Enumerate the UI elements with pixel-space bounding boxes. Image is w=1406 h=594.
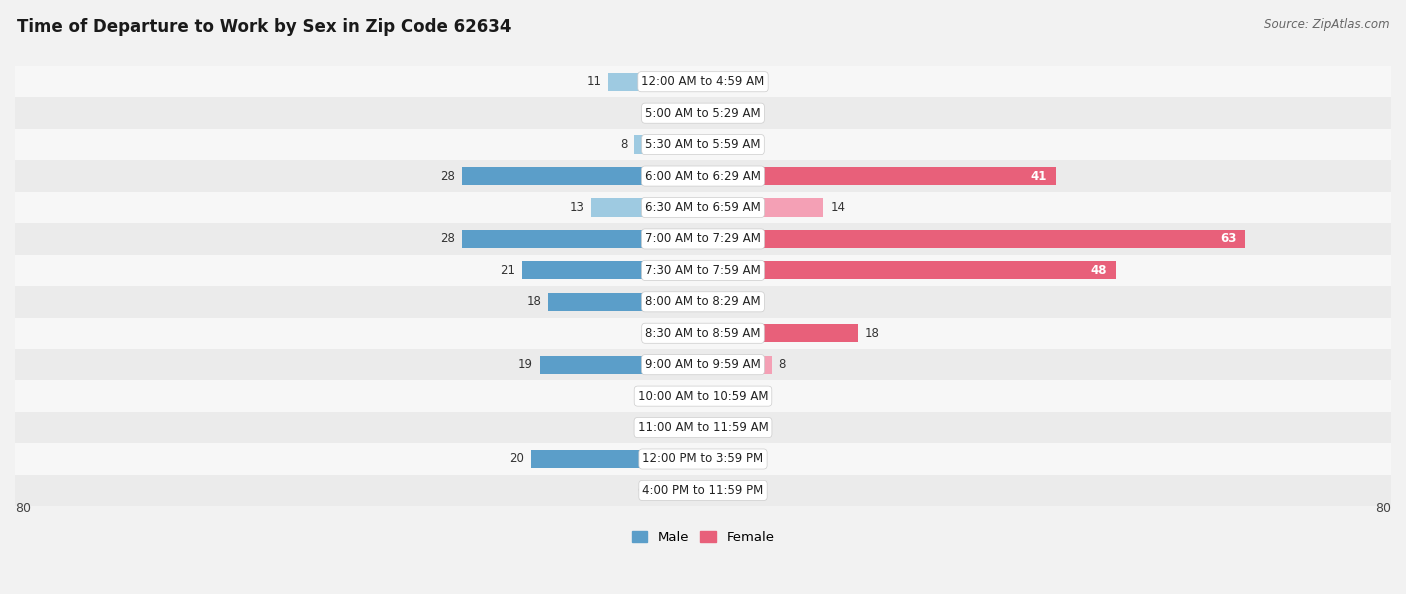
Text: 13: 13	[569, 201, 585, 214]
Text: 80: 80	[1375, 502, 1391, 515]
Bar	[548, 293, 703, 311]
Text: 5: 5	[752, 295, 761, 308]
Text: 6:30 AM to 6:59 AM: 6:30 AM to 6:59 AM	[645, 201, 761, 214]
Text: Source: ZipAtlas.com: Source: ZipAtlas.com	[1264, 18, 1389, 31]
Text: 12:00 PM to 3:59 PM: 12:00 PM to 3:59 PM	[643, 453, 763, 466]
Text: 8:30 AM to 8:59 AM: 8:30 AM to 8:59 AM	[645, 327, 761, 340]
Text: 19: 19	[517, 358, 533, 371]
Text: 11: 11	[586, 75, 602, 89]
Bar	[463, 167, 703, 185]
Legend: Male, Female: Male, Female	[626, 526, 780, 549]
Text: 5: 5	[752, 138, 761, 151]
Bar	[591, 198, 703, 217]
Text: 28: 28	[440, 232, 456, 245]
Bar	[703, 104, 728, 122]
Bar	[703, 261, 1116, 280]
Bar	[609, 72, 703, 91]
Text: 63: 63	[1220, 232, 1236, 245]
Bar	[703, 167, 1056, 185]
Bar	[15, 66, 1391, 97]
Text: 0: 0	[710, 421, 717, 434]
Bar	[531, 450, 703, 468]
Text: 9:00 AM to 9:59 AM: 9:00 AM to 9:59 AM	[645, 358, 761, 371]
Text: 48: 48	[1091, 264, 1107, 277]
Text: 0: 0	[710, 390, 717, 403]
Bar	[463, 230, 703, 248]
Bar	[703, 481, 720, 500]
Text: 6:00 AM to 6:29 AM: 6:00 AM to 6:29 AM	[645, 169, 761, 182]
Bar	[703, 72, 720, 91]
Text: 2: 2	[727, 484, 734, 497]
Text: 8: 8	[620, 138, 627, 151]
Bar	[686, 104, 703, 122]
Text: 21: 21	[501, 264, 516, 277]
Bar	[15, 443, 1391, 475]
Text: 7:00 AM to 7:29 AM: 7:00 AM to 7:29 AM	[645, 232, 761, 245]
Text: 0: 0	[689, 421, 696, 434]
Bar	[651, 481, 703, 500]
Bar	[15, 160, 1391, 192]
Bar	[703, 324, 858, 342]
Bar	[15, 318, 1391, 349]
Text: 18: 18	[526, 295, 541, 308]
Text: 5:30 AM to 5:59 AM: 5:30 AM to 5:59 AM	[645, 138, 761, 151]
Text: Time of Departure to Work by Sex in Zip Code 62634: Time of Departure to Work by Sex in Zip …	[17, 18, 512, 36]
Bar	[15, 286, 1391, 318]
Bar	[703, 230, 1244, 248]
Bar	[15, 380, 1391, 412]
Bar	[15, 255, 1391, 286]
Text: 11:00 AM to 11:59 AM: 11:00 AM to 11:59 AM	[638, 421, 768, 434]
Bar	[540, 356, 703, 374]
Text: 10:00 AM to 10:59 AM: 10:00 AM to 10:59 AM	[638, 390, 768, 403]
Text: 6: 6	[637, 484, 644, 497]
Bar	[15, 223, 1391, 255]
Bar	[15, 475, 1391, 506]
Bar	[703, 135, 747, 154]
Text: 28: 28	[440, 169, 456, 182]
Bar	[686, 324, 703, 342]
Bar	[634, 135, 703, 154]
Text: 3: 3	[735, 107, 742, 119]
Text: 2: 2	[727, 453, 734, 466]
Text: 8:00 AM to 8:29 AM: 8:00 AM to 8:29 AM	[645, 295, 761, 308]
Text: 2: 2	[672, 107, 679, 119]
Bar	[15, 192, 1391, 223]
Text: 5:00 AM to 5:29 AM: 5:00 AM to 5:29 AM	[645, 107, 761, 119]
Bar	[15, 412, 1391, 443]
Text: 4:00 PM to 11:59 PM: 4:00 PM to 11:59 PM	[643, 484, 763, 497]
Bar	[703, 198, 824, 217]
Text: 7:30 AM to 7:59 AM: 7:30 AM to 7:59 AM	[645, 264, 761, 277]
Bar	[703, 450, 720, 468]
Text: 18: 18	[865, 327, 880, 340]
Text: 41: 41	[1031, 169, 1047, 182]
Bar	[703, 293, 747, 311]
Text: 8: 8	[779, 358, 786, 371]
Bar	[15, 129, 1391, 160]
Text: 2: 2	[727, 75, 734, 89]
Text: 0: 0	[689, 390, 696, 403]
Bar	[523, 261, 703, 280]
Bar	[15, 97, 1391, 129]
Bar	[15, 349, 1391, 380]
Text: 20: 20	[509, 453, 524, 466]
Bar	[703, 356, 772, 374]
Text: 80: 80	[15, 502, 31, 515]
Text: 14: 14	[831, 201, 845, 214]
Text: 2: 2	[672, 327, 679, 340]
Text: 12:00 AM to 4:59 AM: 12:00 AM to 4:59 AM	[641, 75, 765, 89]
